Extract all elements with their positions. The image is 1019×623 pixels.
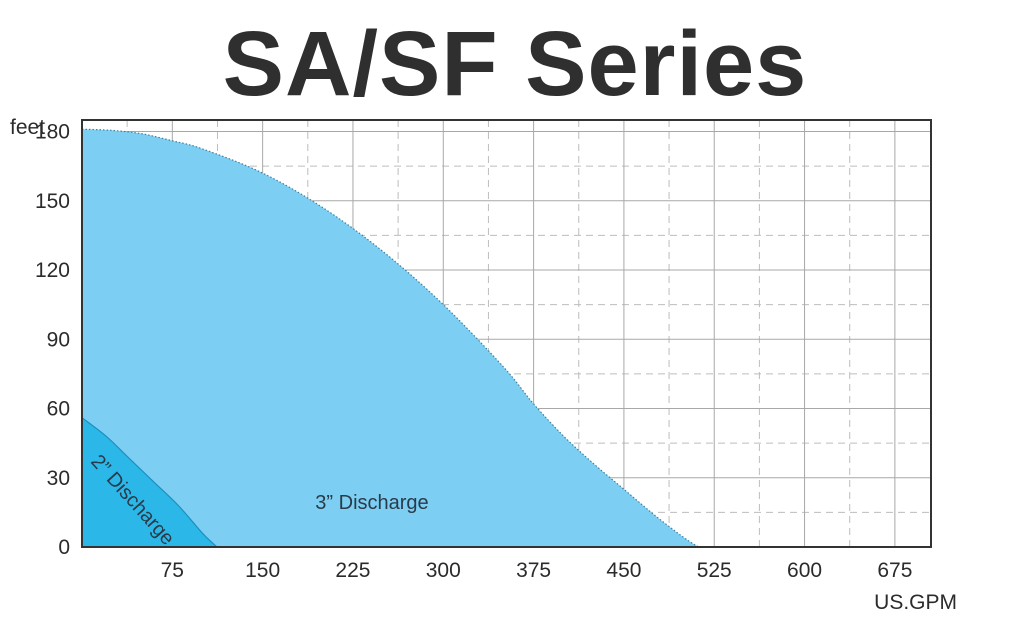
y-tick-label-120: 120 xyxy=(35,259,70,282)
x-tick-label-225: 225 xyxy=(335,559,370,582)
y-tick-label-150: 150 xyxy=(35,190,70,213)
x-tick-label-450: 450 xyxy=(606,559,641,582)
tick-layer: 75 150 225 300 375 450 525 600 675 0 30 60 90 120 150 1… xyxy=(35,121,912,582)
x-tick-label-300: 300 xyxy=(426,559,461,582)
area-2in-discharge xyxy=(82,417,217,547)
x-axis-label: US.GPM xyxy=(874,591,957,614)
x-tick-label-675: 675 xyxy=(877,559,912,582)
x-tick-label-150: 150 xyxy=(245,559,280,582)
y-axis-label: feet xyxy=(10,116,45,139)
x-tick-label-375: 375 xyxy=(516,559,551,582)
plot-frame xyxy=(81,119,932,548)
y-tick-label-180: 180 xyxy=(35,121,70,144)
area-3in-discharge xyxy=(82,129,699,547)
y-tick-label-60: 60 xyxy=(47,398,70,421)
y-tick-label-0: 0 xyxy=(58,536,70,559)
curve-2in-discharge xyxy=(81,417,218,548)
chart-title: SA/SF Series xyxy=(222,13,808,115)
y-tick-label-30: 30 xyxy=(47,467,70,490)
x-tick-label-600: 600 xyxy=(787,559,822,582)
y-tick-label-90: 90 xyxy=(47,328,70,351)
x-tick-label-525: 525 xyxy=(697,559,732,582)
x-tick-label-75: 75 xyxy=(161,559,184,582)
area-layer xyxy=(81,128,699,548)
annotation-3in-discharge: 3” Discharge xyxy=(315,492,428,514)
